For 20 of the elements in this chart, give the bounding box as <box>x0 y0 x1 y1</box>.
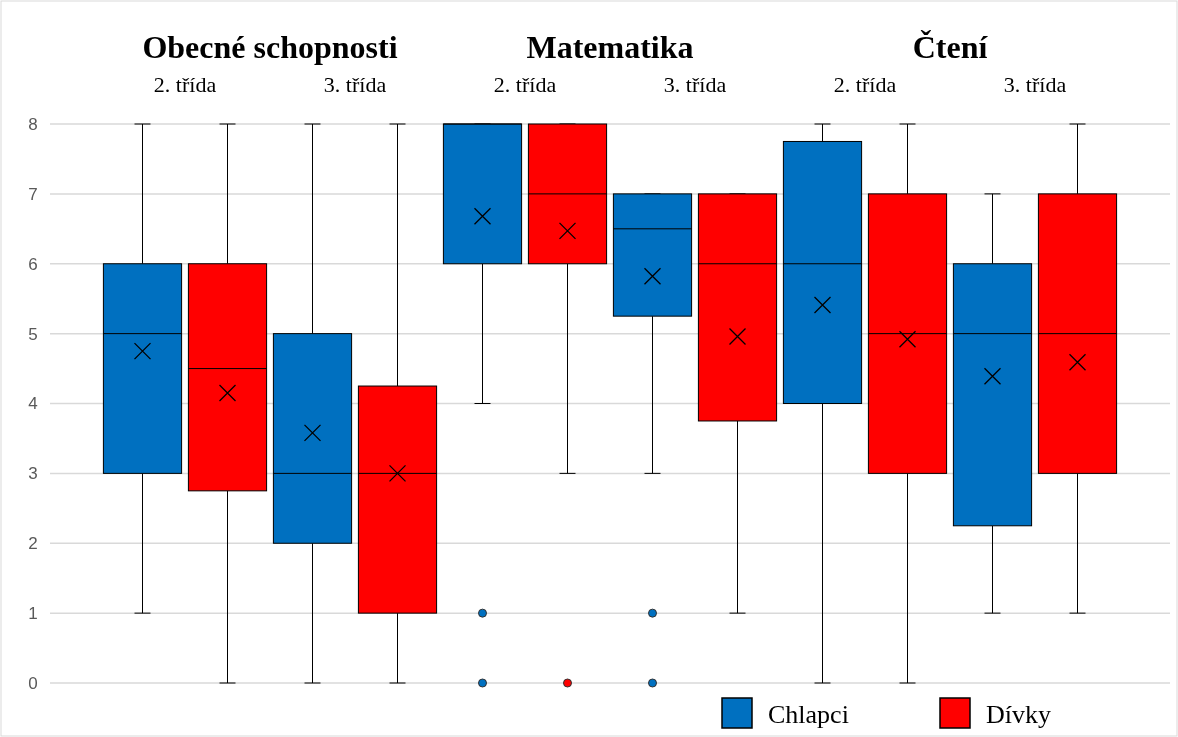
text: Čtení <box>912 29 989 65</box>
text: Matematika <box>526 29 694 65</box>
y-tick-label: 2 <box>28 534 38 554</box>
y-tick-label: 5 <box>28 324 38 344</box>
x-tick-label: 2. třída <box>153 72 217 97</box>
x-tick-label: 3. třída <box>1003 72 1067 97</box>
y-tick-label: 7 <box>28 184 38 204</box>
legend-label: Dívky <box>986 700 1051 729</box>
y-tick-label: 8 <box>28 114 38 134</box>
x-tick-label: 2. třída <box>833 72 897 97</box>
y-tick-label: 1 <box>28 604 38 624</box>
legend-label: Chlapci <box>768 700 849 729</box>
y-tick-label: 0 <box>28 673 38 693</box>
x-tick-label: 3. třída <box>323 72 387 97</box>
y-tick-label: 6 <box>28 254 38 274</box>
x-tick-label: 2. třída <box>493 72 557 97</box>
y-tick-label: 3 <box>28 464 38 484</box>
x-tick-label: 3. třída <box>663 72 727 97</box>
text: Obecné schopnosti <box>142 29 398 65</box>
y-tick-label: 4 <box>28 394 38 414</box>
